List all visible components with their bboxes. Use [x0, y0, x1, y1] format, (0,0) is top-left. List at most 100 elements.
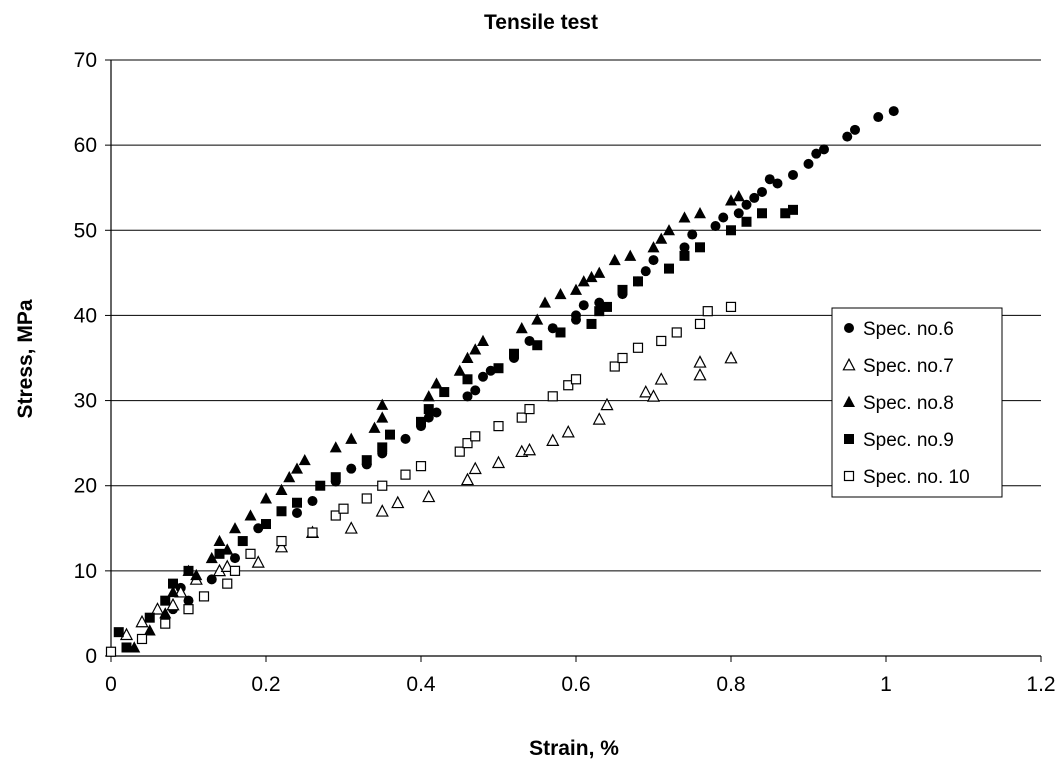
data-point	[183, 595, 194, 606]
data-point	[307, 527, 318, 538]
data-point	[772, 178, 783, 189]
data-point	[640, 266, 651, 277]
data-point	[105, 646, 117, 657]
data-point	[516, 412, 527, 423]
data-point	[477, 334, 489, 346]
data-point	[725, 301, 737, 313]
data-point	[330, 510, 341, 521]
data-point	[329, 441, 342, 453]
legend-marker-icon	[844, 434, 854, 444]
legend-label: Spec. no.6	[863, 319, 954, 340]
data-point	[593, 266, 606, 278]
data-point	[416, 416, 426, 427]
data-point	[571, 310, 581, 321]
data-point	[656, 335, 667, 347]
data-point	[741, 199, 752, 210]
data-point	[377, 442, 388, 453]
data-point	[190, 568, 203, 581]
data-point	[608, 253, 621, 266]
data-point	[261, 519, 271, 530]
x-tick-label: 0	[105, 673, 117, 696]
data-point	[710, 221, 721, 232]
data-point	[183, 565, 194, 576]
data-point	[276, 535, 287, 547]
data-point	[757, 186, 767, 197]
data-point	[470, 385, 481, 396]
data-point	[764, 174, 775, 185]
data-point	[136, 633, 148, 645]
data-point	[422, 390, 435, 402]
series-2	[119, 350, 738, 641]
data-point	[532, 340, 543, 351]
y-axis-title: Stress, MPa	[14, 299, 37, 418]
data-point	[160, 595, 171, 606]
data-point	[376, 411, 389, 423]
data-point	[724, 350, 738, 364]
data-point	[454, 446, 465, 457]
data-point	[547, 391, 558, 402]
data-point	[546, 433, 560, 446]
data-point	[470, 431, 481, 442]
legend-item: Spec. no.9	[844, 430, 954, 451]
data-point	[251, 555, 265, 568]
data-point	[570, 283, 582, 295]
x-tick-label: 0.6	[561, 673, 590, 696]
legend: Spec. no.6 Spec. no.7 Spec. no.8 Spec. no.9…	[831, 307, 1003, 498]
data-point	[400, 469, 411, 480]
legend-item: Spec. no.8	[843, 393, 954, 414]
data-point	[780, 208, 791, 219]
data-point	[687, 229, 698, 240]
data-point	[788, 204, 798, 215]
data-point	[469, 343, 482, 355]
legend-item: Spec. no.6	[844, 319, 954, 340]
y-tick-label: 50	[74, 219, 97, 242]
data-point	[453, 364, 466, 376]
data-point	[594, 306, 605, 317]
data-point	[198, 591, 210, 602]
data-point	[586, 318, 597, 329]
legend-box	[831, 307, 1003, 498]
data-point	[694, 318, 706, 330]
data-point	[222, 578, 233, 589]
data-point	[679, 242, 690, 253]
data-point	[493, 421, 504, 432]
legend-marker-icon	[842, 357, 856, 371]
gridlines	[111, 59, 1041, 572]
data-point	[639, 384, 653, 398]
data-point	[617, 352, 628, 364]
data-point	[749, 192, 760, 203]
data-point	[561, 424, 575, 438]
data-point	[462, 391, 473, 402]
data-point	[338, 503, 349, 514]
data-point	[423, 412, 434, 423]
y-tick-labels: 0 10 20 30 40 50 60 70	[74, 49, 97, 668]
chart-title: Tensile test	[484, 11, 598, 34]
legend-marker-icon	[843, 395, 855, 407]
data-point	[160, 618, 171, 629]
legend-marker-icon	[844, 323, 854, 333]
data-point	[237, 536, 248, 547]
data-point	[493, 363, 504, 374]
data-point	[646, 389, 661, 402]
y-tick-label: 40	[74, 304, 97, 327]
data-point	[547, 323, 558, 334]
data-point	[230, 553, 240, 564]
data-point	[726, 225, 736, 236]
data-point	[624, 249, 637, 261]
data-point	[298, 453, 311, 466]
data-point	[725, 194, 737, 206]
y-tick-label: 20	[74, 475, 97, 498]
series-4	[113, 204, 798, 653]
data-point	[229, 565, 241, 576]
data-points	[105, 106, 899, 657]
data-point	[803, 158, 814, 169]
data-point	[695, 242, 705, 253]
data-point	[462, 374, 473, 385]
data-point	[539, 296, 551, 308]
data-point	[174, 585, 188, 598]
data-point	[423, 404, 434, 415]
y-tick-label: 10	[74, 560, 97, 583]
data-point	[461, 351, 474, 363]
legend-label: Spec. no.7	[863, 356, 954, 377]
data-point	[694, 207, 706, 219]
